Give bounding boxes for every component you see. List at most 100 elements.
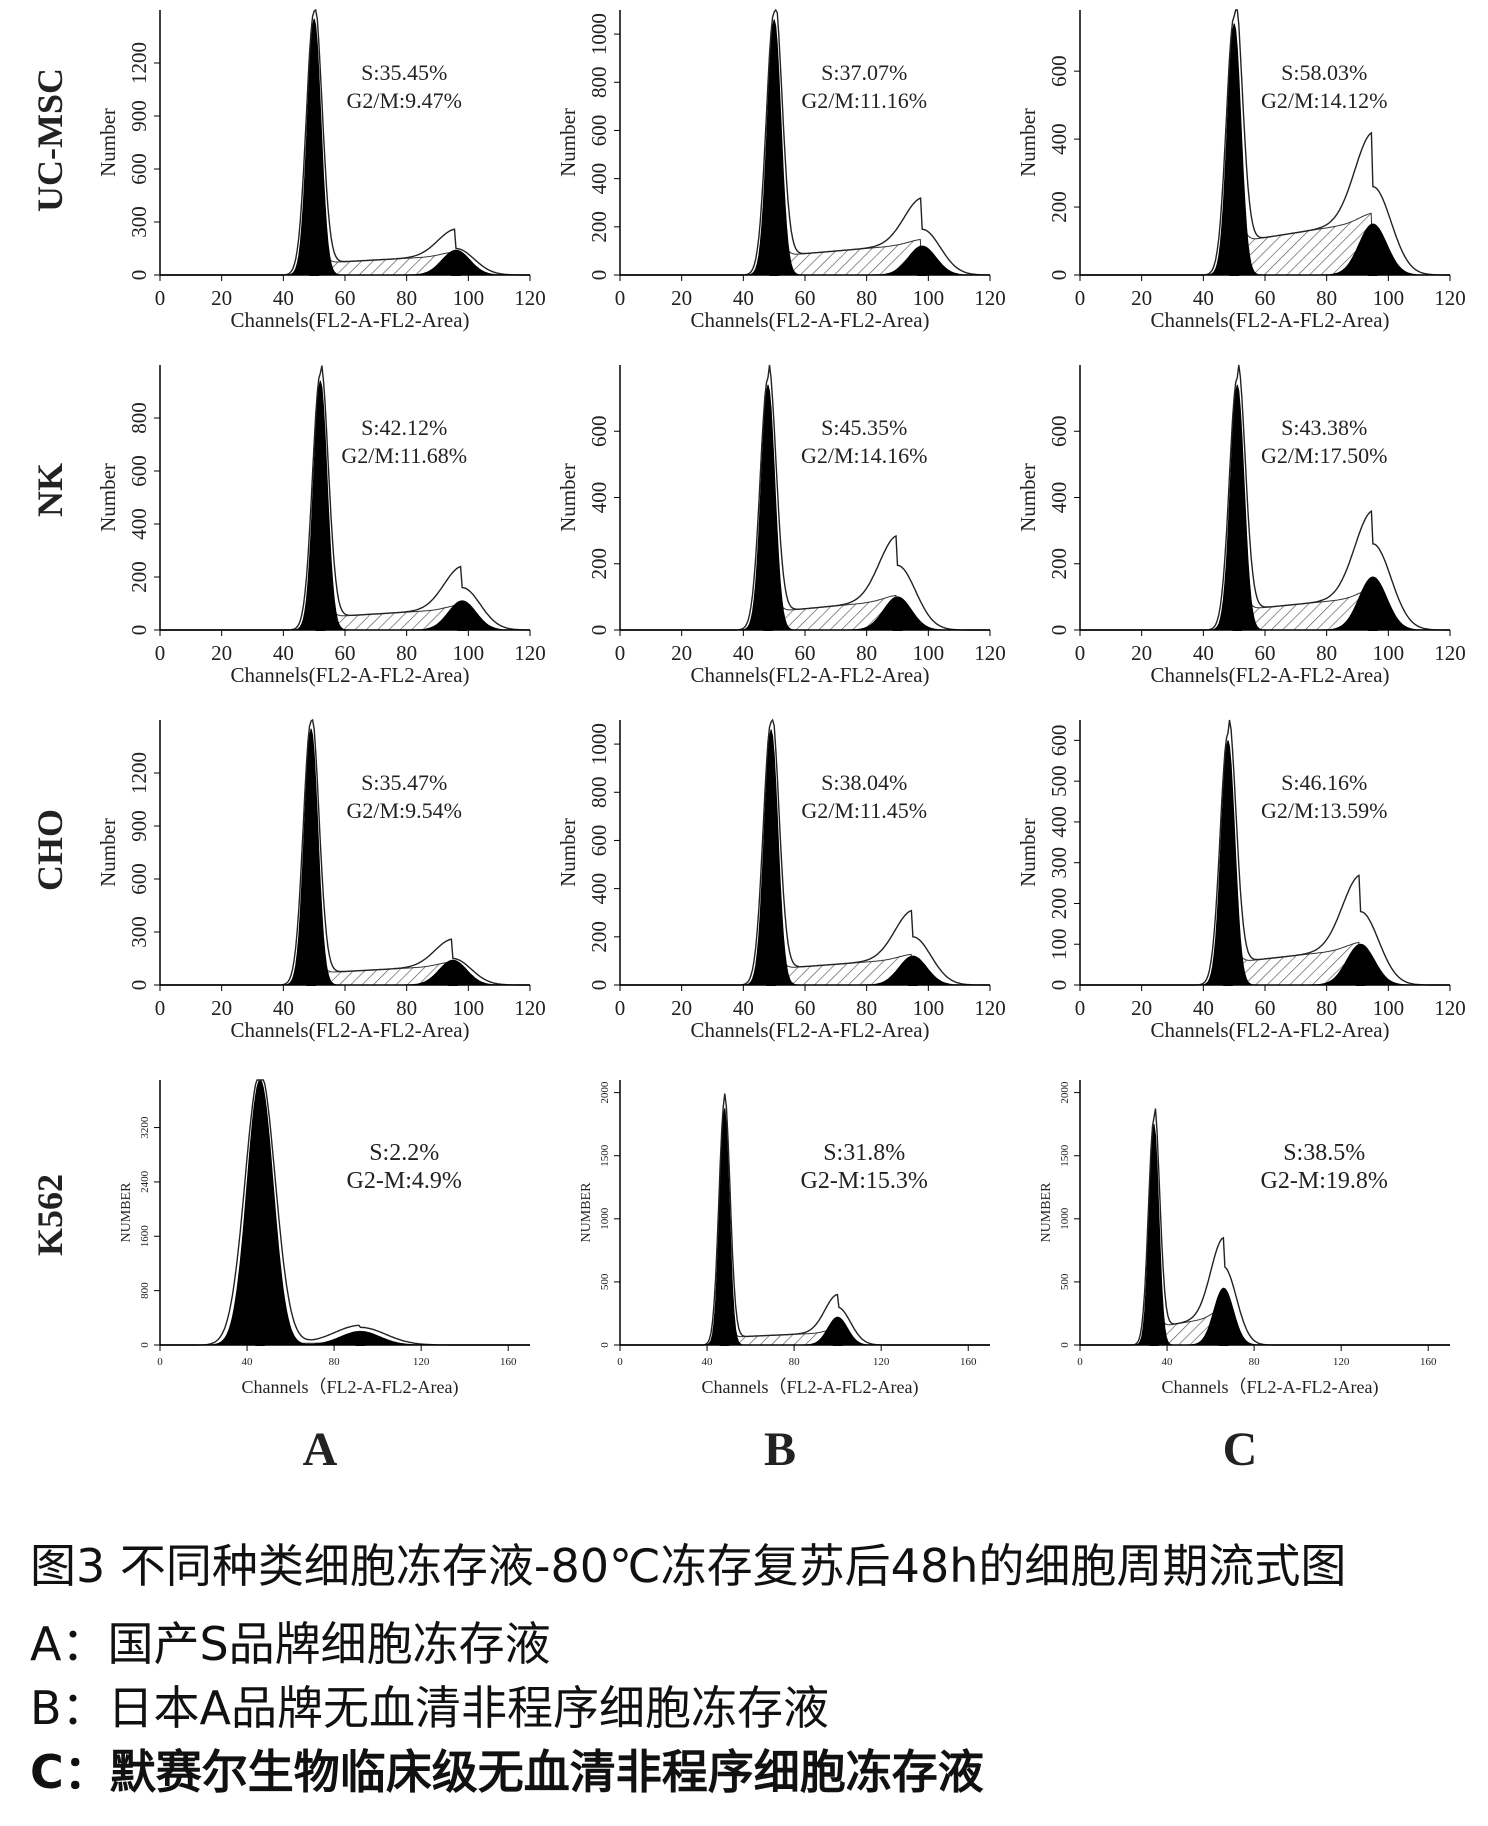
y-axis-label: NUMBER bbox=[579, 1182, 594, 1243]
x-tick-label: 100 bbox=[1373, 996, 1405, 1020]
g2m-percent: G2/M:13.59% bbox=[1261, 798, 1388, 823]
peak-marker bbox=[907, 978, 918, 986]
x-axis-label: Channels（FL2-A-FL2-Area) bbox=[702, 1377, 919, 1398]
peak-marker bbox=[315, 623, 326, 631]
y-axis-label: Number bbox=[556, 818, 580, 887]
x-tick-label: 80 bbox=[1316, 641, 1337, 665]
x-tick-label: 40 bbox=[1162, 1356, 1174, 1368]
y-tick-label: 600 bbox=[127, 153, 151, 185]
histogram-panel: 0 40 80 120 160 0 500 1000 1500 2000 Channels（FL2-… bbox=[579, 1080, 990, 1398]
y-tick-label: 1500 bbox=[599, 1144, 611, 1167]
s-phase-percent: S:42.12% bbox=[361, 415, 447, 440]
x-axis-label: Channels(FL2-A-FL2-Area) bbox=[230, 308, 469, 332]
histogram-panel: 0 20 40 60 80 100 12003006009001200Channels(FL… bbox=[96, 8, 546, 332]
x-tick-label: 40 bbox=[1193, 286, 1214, 310]
y-tick-label: 600 bbox=[1047, 725, 1071, 757]
fit-envelope bbox=[1080, 9, 1450, 276]
peak-marker bbox=[769, 268, 780, 276]
x-tick-label: 60 bbox=[795, 996, 816, 1020]
x-tick-label: 0 bbox=[1077, 1356, 1083, 1368]
histogram-panel: 0 40 80 120 160 0 500 1000 1500 2000 Channels（FL2-… bbox=[1039, 1080, 1450, 1398]
x-tick-label: 20 bbox=[211, 286, 232, 310]
x-tick-label: 40 bbox=[702, 1356, 714, 1368]
x-tick-label: 0 bbox=[615, 996, 626, 1020]
peak-marker bbox=[355, 1338, 366, 1346]
y-tick-label: 600 bbox=[127, 455, 151, 487]
peak-marker bbox=[306, 978, 317, 986]
histogram-panel: 0 20 40 60 80 100 120 0 200 400 600 Channels(FL2-A-… bbox=[1016, 364, 1466, 687]
s-phase-percent: S:45.35% bbox=[821, 415, 907, 440]
x-tick-label: 20 bbox=[671, 641, 692, 665]
x-tick-label: 120 bbox=[1434, 641, 1466, 665]
x-tick-label: 0 bbox=[1075, 641, 1086, 665]
x-axis-label: Channels（FL2-A-FL2-Area) bbox=[242, 1377, 459, 1398]
y-tick-label: 400 bbox=[1047, 123, 1071, 155]
x-tick-label: 0 bbox=[1075, 996, 1086, 1020]
x-tick-label: 60 bbox=[335, 286, 356, 310]
y-tick-label: 1000 bbox=[587, 723, 611, 765]
x-tick-label: 60 bbox=[795, 286, 816, 310]
x-tick-label: 0 bbox=[615, 286, 626, 310]
x-tick-label: 120 bbox=[413, 1356, 430, 1368]
y-tick-label: 0 bbox=[587, 270, 611, 281]
y-tick-label: 600 bbox=[1047, 55, 1071, 87]
y-tick-label: 900 bbox=[127, 810, 151, 842]
x-tick-label: 160 bbox=[960, 1356, 977, 1368]
y-tick-label: 0 bbox=[139, 1342, 151, 1348]
y-tick-label: 800 bbox=[587, 67, 611, 99]
y-tick-label: 0 bbox=[1047, 625, 1071, 636]
x-axis-label: Channels(FL2-A-FL2-Area) bbox=[690, 663, 929, 687]
fit-envelope bbox=[1080, 1108, 1450, 1346]
x-tick-label: 100 bbox=[453, 996, 485, 1020]
y-tick-label: 400 bbox=[1047, 482, 1071, 514]
figure-caption-title: 图3 不同种类细胞冻存液-80℃冻存复苏后48h的细胞周期流式图 bbox=[30, 1539, 1347, 1593]
y-tick-label: 600 bbox=[587, 115, 611, 147]
legend-line-a: A：国产S品牌细胞冻存液 bbox=[30, 1617, 551, 1671]
y-tick-label: 200 bbox=[1047, 888, 1071, 920]
x-tick-label: 0 bbox=[157, 1356, 163, 1368]
g2m-percent: G2-M:19.8% bbox=[1261, 1168, 1388, 1194]
g2m-percent: G2/M:11.16% bbox=[801, 88, 927, 113]
y-tick-label: 400 bbox=[587, 482, 611, 514]
y-tick-label: 300 bbox=[127, 916, 151, 948]
g2m-percent: G2-M:4.9% bbox=[347, 1168, 462, 1194]
x-tick-label: 20 bbox=[211, 641, 232, 665]
x-tick-label: 80 bbox=[396, 996, 417, 1020]
peak-marker bbox=[309, 268, 320, 276]
x-tick-label: 20 bbox=[211, 996, 232, 1020]
x-tick-label: 60 bbox=[335, 641, 356, 665]
y-tick-label: 200 bbox=[587, 921, 611, 953]
x-axis-label: Channels(FL2-A-FL2-Area) bbox=[1150, 663, 1389, 687]
x-tick-label: 160 bbox=[1420, 1356, 1437, 1368]
x-tick-label: 40 bbox=[1193, 996, 1214, 1020]
y-tick-label: 0 bbox=[127, 270, 151, 281]
peak-marker bbox=[1367, 623, 1378, 631]
x-tick-label: 40 bbox=[733, 996, 754, 1020]
y-axis-label: Number bbox=[96, 463, 120, 532]
x-tick-label: 100 bbox=[453, 286, 485, 310]
g2m-percent: G2/M:14.12% bbox=[1261, 88, 1388, 113]
legend-line-b: B：日本A品牌无血清非程序细胞冻存液 bbox=[30, 1681, 830, 1735]
y-tick-label: 1000 bbox=[1059, 1207, 1071, 1230]
x-tick-label: 40 bbox=[273, 286, 294, 310]
y-tick-label: 400 bbox=[1047, 806, 1071, 838]
y-tick-label: 500 bbox=[1059, 1273, 1071, 1290]
y-axis-label: Number bbox=[556, 108, 580, 177]
x-axis-label: Channels(FL2-A-FL2-Area) bbox=[230, 663, 469, 687]
peak-marker bbox=[451, 268, 461, 276]
s-phase-percent: S:58.03% bbox=[1281, 60, 1367, 85]
y-tick-label: 2400 bbox=[139, 1170, 151, 1193]
row-label: UC-MSC bbox=[30, 68, 70, 212]
y-axis-label: Number bbox=[1016, 818, 1040, 887]
histogram-panel: 0 20 40 60 80 100 120 0 200 400 600 Channels(FL2-A-… bbox=[1016, 9, 1466, 332]
fit-envelope bbox=[620, 8, 991, 276]
x-tick-label: 80 bbox=[396, 286, 417, 310]
peak-marker bbox=[1218, 1338, 1229, 1346]
y-axis-label: Number bbox=[556, 463, 580, 532]
peak-marker bbox=[719, 1338, 730, 1346]
peak-marker bbox=[1232, 623, 1243, 631]
x-axis-label: Channels(FL2-A-FL2-Area) bbox=[690, 1018, 929, 1042]
x-tick-label: 20 bbox=[671, 996, 692, 1020]
g2m-percent: G2/M:9.54% bbox=[346, 798, 462, 823]
x-tick-label: 100 bbox=[1373, 286, 1405, 310]
